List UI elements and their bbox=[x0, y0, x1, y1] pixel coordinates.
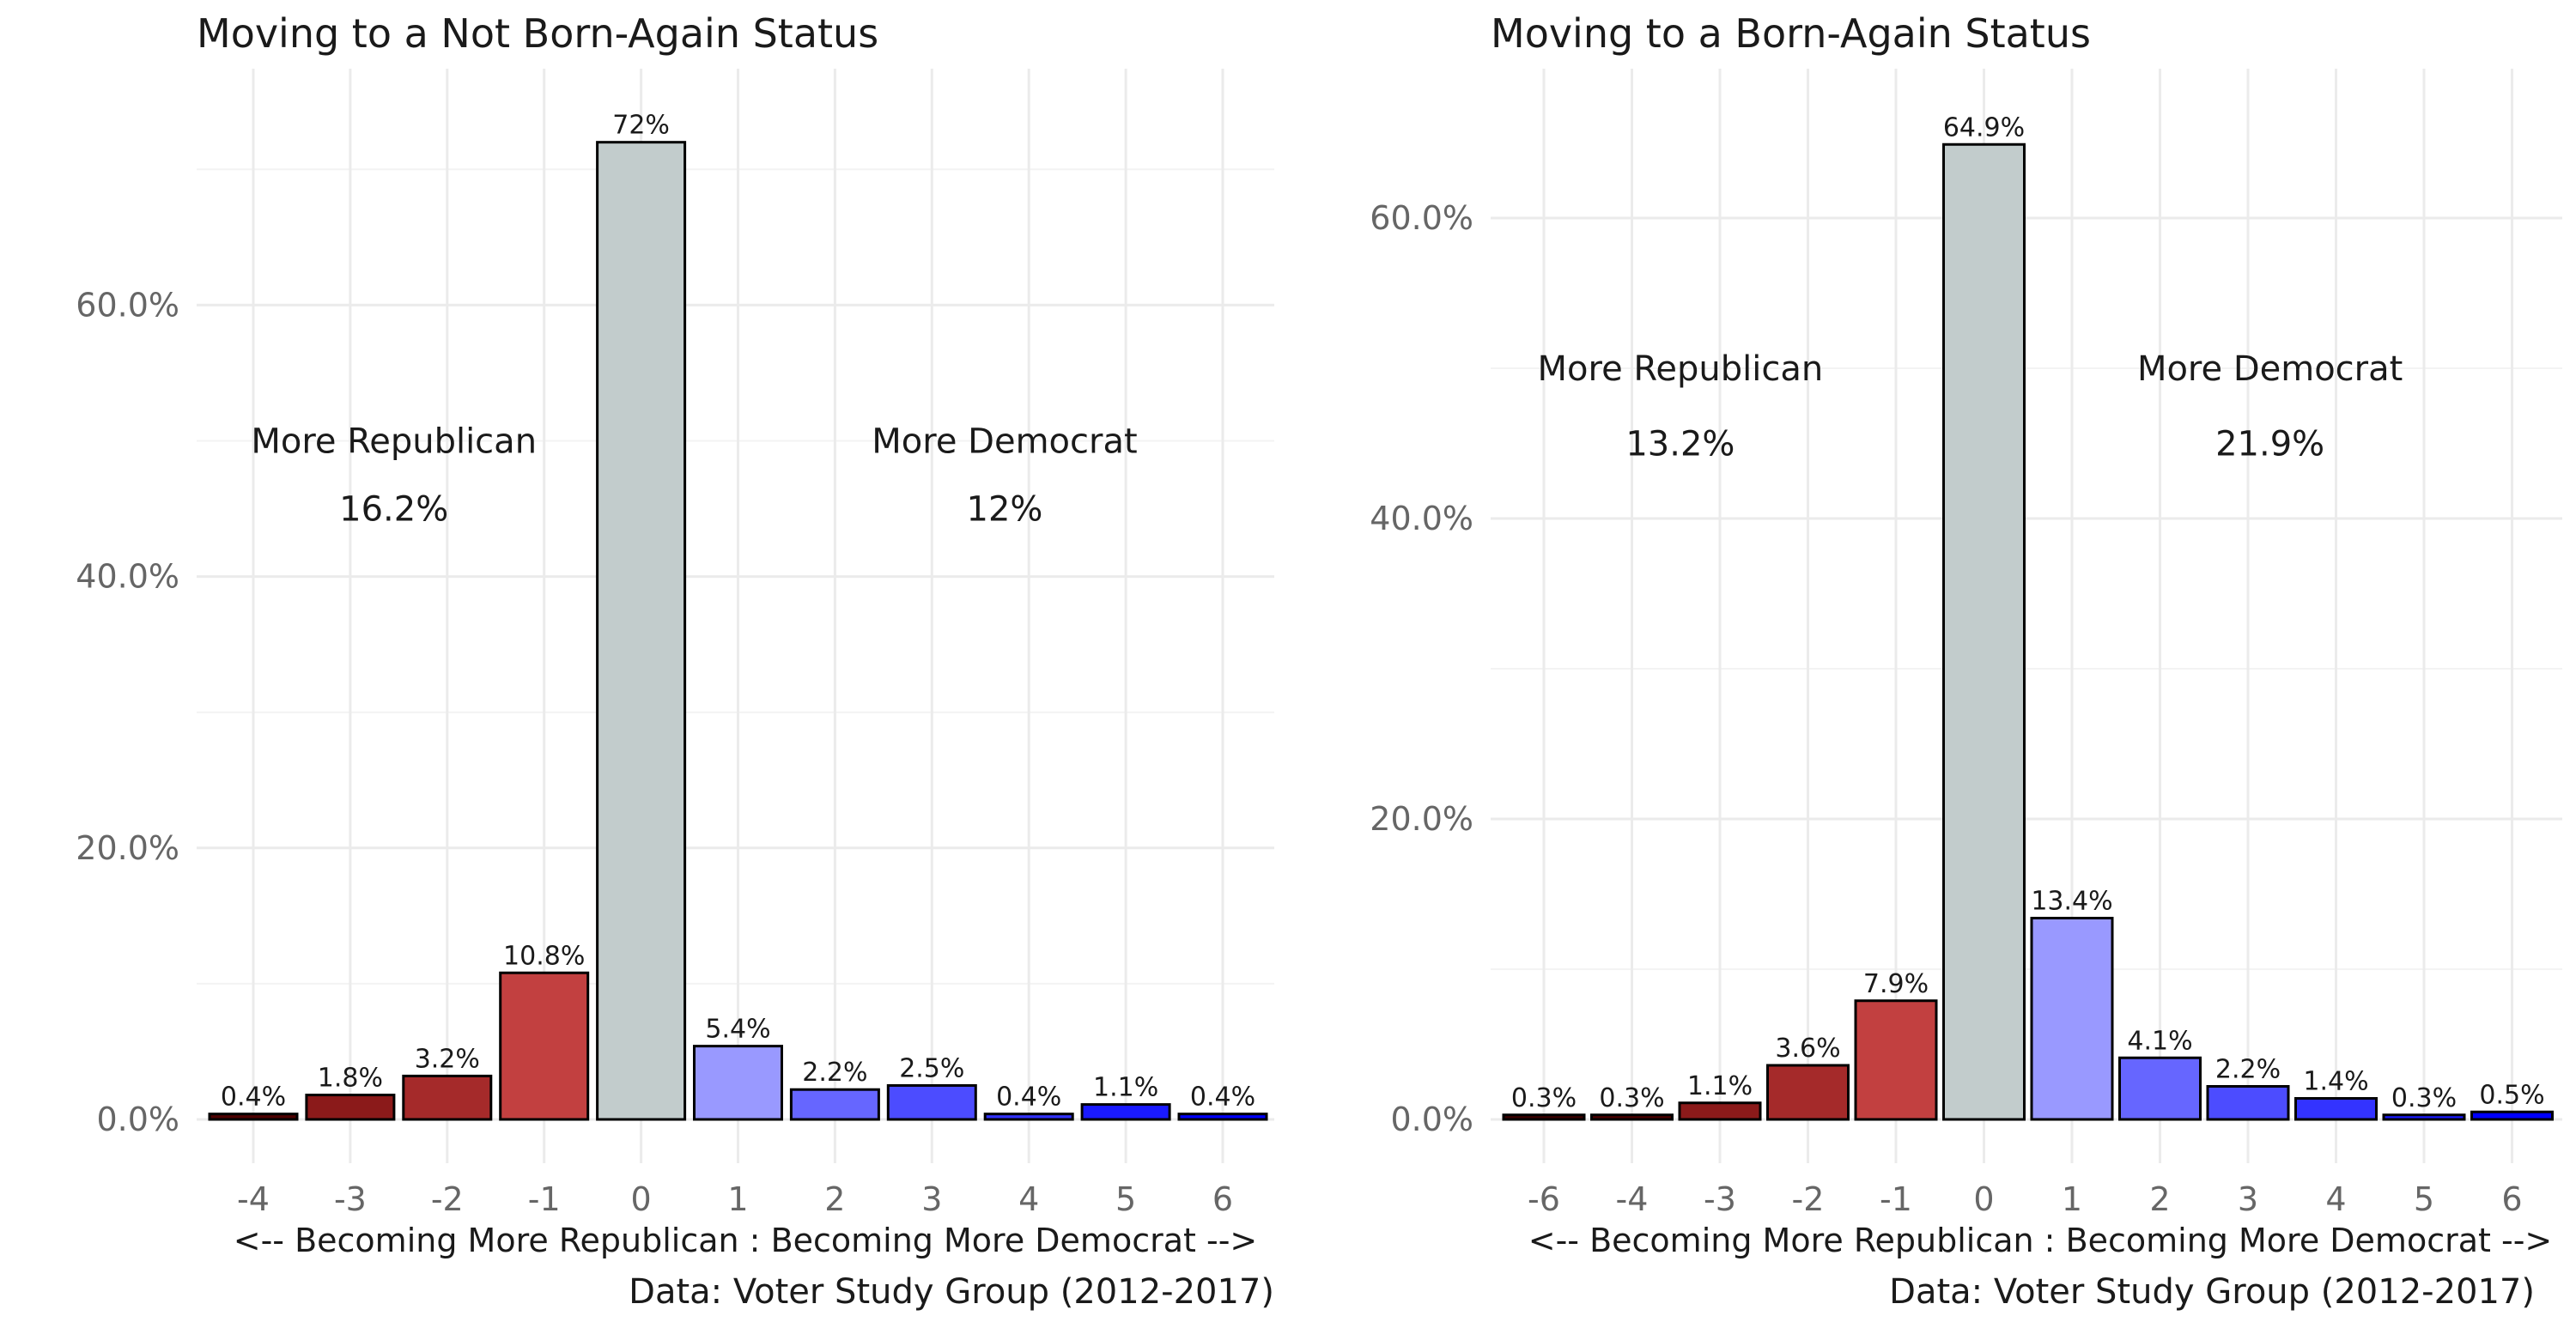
bar bbox=[2206, 1085, 2290, 1121]
bar bbox=[2030, 917, 2114, 1121]
data-label: 1.8% bbox=[318, 1064, 383, 1094]
data-label: 2.2% bbox=[802, 1058, 867, 1088]
y-tick-label: 20.0% bbox=[76, 829, 179, 867]
data-label: 10.8% bbox=[503, 941, 585, 971]
annotation-value: 21.9% bbox=[2215, 425, 2324, 464]
data-label: 1.1% bbox=[1687, 1071, 1753, 1101]
x-axis-label: <-- Becoming More Republican : Becoming … bbox=[234, 1222, 1258, 1259]
data-label: 4.1% bbox=[2127, 1026, 2192, 1056]
bar bbox=[2118, 1056, 2202, 1121]
bar bbox=[1678, 1101, 1762, 1121]
data-label: 7.9% bbox=[1863, 969, 1929, 999]
x-tick-label: 3 bbox=[921, 1180, 942, 1218]
bar bbox=[499, 971, 590, 1121]
x-tick-label: -4 bbox=[237, 1180, 270, 1218]
bar bbox=[2382, 1113, 2466, 1121]
bar bbox=[1854, 999, 1938, 1121]
annotation-label: More Democrat bbox=[872, 422, 1137, 462]
x-tick-label: 6 bbox=[1212, 1180, 1233, 1218]
data-label: 0.3% bbox=[1599, 1083, 1664, 1113]
y-tick-label: 40.0% bbox=[1370, 500, 1473, 537]
bar bbox=[2470, 1110, 2554, 1121]
y-tick-label: 40.0% bbox=[76, 558, 179, 596]
annotation-value: 16.2% bbox=[339, 490, 448, 530]
data-label: 3.6% bbox=[1775, 1034, 1840, 1064]
bar bbox=[1766, 1064, 1850, 1121]
y-tick-label: 60.0% bbox=[76, 286, 179, 324]
x-tick-label: -1 bbox=[1880, 1180, 1912, 1218]
panel-born-again: 0.3% 0.3% 1.1% 3.6% 7.9% 64.9% 13.4% 4.1% 2.2% 1.… bbox=[1370, 10, 2562, 1312]
bar bbox=[1177, 1113, 1268, 1121]
x-tick-label: 1 bbox=[727, 1180, 748, 1218]
bar bbox=[305, 1094, 396, 1121]
data-label: 0.4% bbox=[221, 1082, 286, 1113]
y-tick-label: 20.0% bbox=[1370, 800, 1473, 838]
bar bbox=[1590, 1113, 1674, 1121]
annotation-value: 12% bbox=[967, 490, 1043, 530]
y-tick-label: 0.0% bbox=[1390, 1101, 1473, 1138]
annotation-label: More Democrat bbox=[2137, 349, 2403, 389]
bar bbox=[789, 1088, 880, 1121]
annotation-value: 13.2% bbox=[1625, 425, 1735, 464]
x-tick-label: 3 bbox=[2238, 1180, 2258, 1218]
chart-title: Moving to a Not Born-Again Status bbox=[197, 10, 878, 57]
x-tick-label: -1 bbox=[528, 1180, 561, 1218]
bar bbox=[983, 1113, 1074, 1121]
x-tick-label: 2 bbox=[824, 1180, 845, 1218]
data-label: 0.4% bbox=[996, 1082, 1061, 1113]
x-tick-label: 2 bbox=[2149, 1180, 2170, 1218]
bar bbox=[596, 141, 687, 1121]
x-tick-label: 4 bbox=[2325, 1180, 2346, 1218]
data-label: 0.4% bbox=[1190, 1082, 1255, 1113]
x-tick-label: 1 bbox=[2062, 1180, 2082, 1218]
x-tick-label: -6 bbox=[1528, 1180, 1560, 1218]
x-tick-label: 5 bbox=[1115, 1180, 1136, 1218]
x-tick-label: -2 bbox=[1792, 1180, 1825, 1218]
data-label: 3.2% bbox=[415, 1044, 480, 1074]
bar bbox=[208, 1113, 299, 1121]
data-label: 2.2% bbox=[2215, 1055, 2281, 1085]
data-label: 0.3% bbox=[2391, 1083, 2457, 1113]
bar bbox=[402, 1074, 493, 1121]
x-tick-label: 4 bbox=[1018, 1180, 1039, 1218]
bar bbox=[693, 1045, 783, 1121]
bar bbox=[2294, 1097, 2378, 1121]
bar bbox=[1502, 1113, 1586, 1121]
data-label: 5.4% bbox=[705, 1015, 770, 1045]
x-tick-label: -3 bbox=[334, 1180, 367, 1218]
bar bbox=[1942, 143, 2026, 1121]
data-label: 1.4% bbox=[2303, 1067, 2368, 1097]
x-tick-label: 0 bbox=[631, 1180, 652, 1218]
panel-not-born-again: 0.4% 1.8% 3.2% 10.8% 72% 5.4% 2.2% 2.5% 0.4% 1.1%… bbox=[76, 10, 1274, 1312]
y-tick-label: 60.0% bbox=[1370, 199, 1473, 237]
x-tick-label: 6 bbox=[2501, 1180, 2522, 1218]
y-tick-label: 0.0% bbox=[96, 1101, 179, 1138]
annotation-label: More Republican bbox=[251, 422, 537, 462]
data-label: 0.5% bbox=[2479, 1080, 2544, 1110]
x-tick-label: -2 bbox=[431, 1180, 464, 1218]
data-label: 72% bbox=[612, 111, 670, 141]
bar bbox=[886, 1083, 977, 1121]
annotation-label: More Republican bbox=[1538, 349, 1824, 389]
x-tick-label: 0 bbox=[1973, 1180, 1994, 1218]
data-label: 2.5% bbox=[899, 1053, 964, 1083]
x-tick-label: -4 bbox=[1616, 1180, 1649, 1218]
bar bbox=[1080, 1103, 1171, 1121]
data-label: 13.4% bbox=[2031, 887, 2112, 917]
chart-caption: Data: Voter Study Group (2012-2017) bbox=[629, 1272, 1274, 1312]
data-label: 64.9% bbox=[1943, 112, 2025, 143]
x-axis-label: <-- Becoming More Republican : Becoming … bbox=[1528, 1222, 2553, 1259]
data-label: 0.3% bbox=[1511, 1083, 1577, 1113]
data-label: 1.1% bbox=[1093, 1073, 1158, 1103]
chart-title: Moving to a Born-Again Status bbox=[1491, 10, 2091, 57]
x-tick-label: 5 bbox=[2414, 1180, 2434, 1218]
chart-caption: Data: Voter Study Group (2012-2017) bbox=[1889, 1272, 2535, 1312]
x-tick-label: -3 bbox=[1704, 1180, 1736, 1218]
